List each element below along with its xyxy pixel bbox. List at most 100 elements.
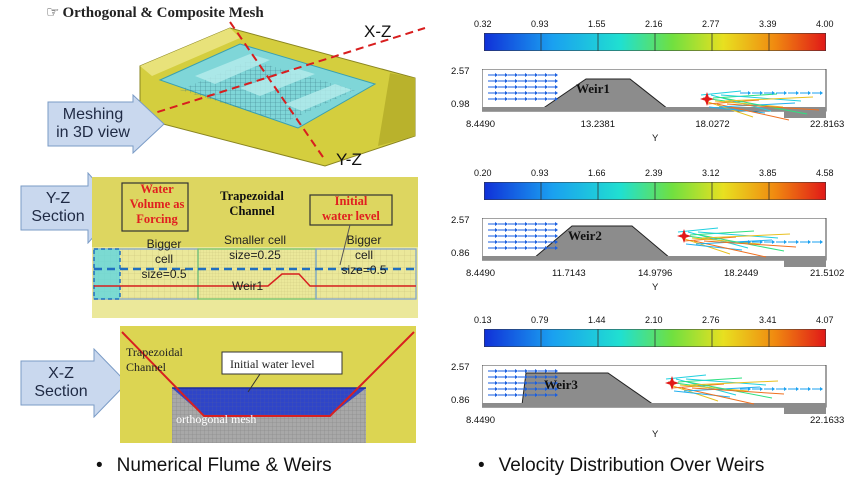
xz-cut-line — [144, 27, 426, 117]
colorbar-tick: 0.79 — [531, 315, 549, 325]
x-tick-label: 8.4490 — [466, 119, 496, 130]
xz-section-arrow: X-Z Section — [20, 348, 128, 418]
velocity-arrow — [689, 380, 779, 386]
velocity-arrow — [714, 100, 784, 108]
velocity-arrow — [683, 236, 737, 242]
xz-label: X-Z — [364, 22, 392, 41]
weir-label: Weir1 — [576, 81, 610, 96]
velocity-arrow — [683, 386, 761, 392]
x-tick-label: 21.5102 — [810, 268, 845, 279]
x-tick-label: 8.4490 — [466, 268, 496, 279]
section-title: ☞ Orthogonal & Composite Mesh — [46, 5, 264, 21]
weir1-label: Weir1 — [232, 279, 264, 293]
velocity-arrow — [701, 233, 791, 239]
velocity-arrow — [691, 387, 785, 395]
y-axis-top: 2.57 — [451, 66, 470, 77]
velocity-arrow — [712, 93, 778, 99]
caption-right: • Velocity Distribution Over Weirs — [478, 455, 765, 476]
y-axis-top: 2.57 — [451, 215, 470, 226]
velocity-arrow — [726, 103, 820, 111]
x-tick-label: 8.4490 — [466, 415, 496, 426]
orthogonal-mesh-label: orthogonal mesh — [176, 412, 257, 426]
xz-initial-water-level: Initial water level — [230, 357, 315, 371]
y-axis-bottom: 0.86 — [451, 248, 470, 259]
colorbar-tick: 4.58 — [816, 168, 834, 178]
colorbar-tick: 3.12 — [702, 168, 720, 178]
colorbar-tick: 0.13 — [474, 315, 492, 325]
xz-trapezoidal-label: Trapezoidal Channel — [126, 345, 183, 374]
velocity-arrow — [708, 106, 766, 114]
star-marker — [665, 376, 679, 390]
colorbar-tick: 4.00 — [816, 19, 834, 29]
x-axis-label: Y — [652, 429, 659, 440]
y-axis-bottom: 0.98 — [451, 99, 470, 110]
colorbar-tick: 0.93 — [531, 168, 549, 178]
velocity-arrow — [703, 240, 797, 248]
colorbar-tick: 2.77 — [702, 19, 720, 29]
velocity-arrow — [689, 230, 755, 236]
colorbar-tick: 0.20 — [474, 168, 492, 178]
velocity-arrow — [673, 390, 731, 398]
yz-section-diagram — [92, 177, 418, 318]
colorbar — [484, 329, 826, 347]
initial-water-level-label: Initial water level — [322, 194, 380, 223]
colorbar-tick: 4.07 — [816, 315, 834, 325]
star-marker — [677, 229, 691, 243]
x-tick-label: 18.0272 — [695, 119, 730, 130]
trapezoidal-channel-title: Trapezoidal Channel — [220, 189, 284, 218]
weir-label: Weir3 — [544, 377, 578, 392]
yz-label: Y-Z — [336, 150, 362, 169]
caption-left: • Numerical Flume & Weirs — [96, 455, 332, 476]
y-axis-bottom: 0.86 — [451, 395, 470, 406]
bigger-cell-right-label: Bigger cell size=0.5 — [341, 233, 387, 277]
velocity-arrow — [724, 96, 814, 102]
velocity-arrow — [697, 231, 779, 239]
velocity-arrow — [685, 243, 743, 251]
x-tick-label: 18.2449 — [724, 268, 759, 279]
colorbar-tick: 0.93 — [531, 19, 549, 29]
colorbar-tick: 3.39 — [759, 19, 777, 29]
meshing-arrow: Meshing in 3D view — [47, 94, 165, 154]
hand-pointing-icon: ☞ — [46, 5, 60, 21]
colorbar-tick: 2.39 — [645, 168, 663, 178]
colorbar — [484, 33, 826, 51]
x-axis-label: Y — [652, 282, 659, 293]
colorbar-tick: 2.16 — [645, 19, 663, 29]
velocity-arrow — [718, 102, 796, 108]
velocity-arrow — [679, 384, 749, 392]
x-tick-label: 22.1633 — [810, 415, 845, 426]
y-axis-top: 2.57 — [451, 362, 470, 373]
xz-section-diagram — [120, 326, 416, 443]
colorbar-tick: 3.41 — [759, 315, 777, 325]
x-axis-label: Y — [652, 133, 659, 144]
velocity-arrow — [685, 378, 767, 386]
velocity-arrow — [720, 94, 802, 102]
colorbar-tick: 3.85 — [759, 168, 777, 178]
x-tick-label: 11.7143 — [552, 268, 586, 279]
velocity-arrow — [677, 377, 743, 383]
velocity-plot — [482, 69, 827, 121]
x-tick-label: 13.2381 — [580, 119, 615, 130]
x-tick-label: 22.8163 — [810, 119, 845, 130]
star-marker — [700, 92, 714, 106]
colorbar-tick: 1.55 — [588, 19, 606, 29]
yz-cut-line — [229, 21, 326, 161]
colorbar-tick: 2.10 — [645, 315, 663, 325]
velocity-arrow — [706, 99, 760, 105]
colorbar-tick: 0.32 — [474, 19, 492, 29]
colorbar-tick: 1.66 — [588, 168, 606, 178]
water-volume-label: Water Volume as Forcing — [129, 182, 185, 226]
smaller-cell-label: Smaller cell size=0.25 — [223, 233, 286, 262]
velocity-arrow — [671, 383, 725, 389]
velocity-plot — [482, 365, 827, 414]
x-tick-label: 14.9796 — [638, 268, 673, 279]
velocity-arrow — [695, 239, 773, 245]
weir-label: Weir2 — [568, 228, 602, 243]
velocity-panels: 0.32 0.93 1.55 2.16 2.77 3.39 4.00 Weir1 2.57 0.9… — [440, 0, 864, 450]
colorbar — [484, 182, 826, 200]
colorbar-tick: 2.76 — [702, 315, 720, 325]
velocity-plot — [482, 218, 827, 267]
mesh-3d-view — [139, 21, 426, 167]
colorbar-tick: 1.44 — [588, 315, 606, 325]
bigger-cell-left-label: Bigger cell size=0.5 — [141, 237, 187, 281]
